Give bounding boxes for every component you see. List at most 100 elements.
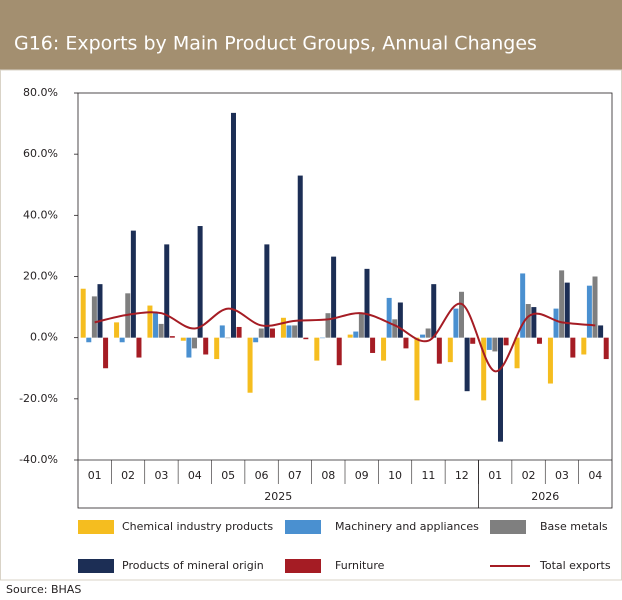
bar <box>481 337 487 401</box>
bar <box>598 325 604 338</box>
bar <box>553 308 559 338</box>
bar <box>420 334 426 338</box>
bar <box>547 337 553 384</box>
legend-swatch <box>78 520 114 534</box>
y-tick-label: 60.0% <box>23 147 58 160</box>
bar <box>80 288 86 338</box>
group-label: 2025 <box>264 490 292 503</box>
x-tick-label: 01 <box>488 469 502 482</box>
bar <box>203 337 209 355</box>
bar <box>214 337 220 360</box>
bar <box>269 328 275 338</box>
bar <box>492 337 498 352</box>
x-tick-label: 12 <box>455 469 469 482</box>
bar <box>280 317 286 338</box>
bar <box>470 337 476 344</box>
bar <box>353 331 359 338</box>
x-tick-label: 02 <box>522 469 536 482</box>
x-tick-label: 05 <box>221 469 235 482</box>
x-tick-label: 07 <box>288 469 302 482</box>
bar <box>186 337 192 358</box>
bar <box>303 337 309 340</box>
x-tick-label: 03 <box>555 469 569 482</box>
bar <box>325 313 331 338</box>
legend-label: Machinery and appliances <box>335 520 479 533</box>
bar <box>114 322 120 338</box>
bar <box>459 291 465 338</box>
legend-swatch <box>490 520 526 534</box>
bar <box>564 282 570 338</box>
bar <box>486 337 492 350</box>
bar <box>97 284 103 338</box>
y-tick-label: 20.0% <box>23 270 58 283</box>
header-band <box>0 0 622 70</box>
bar <box>169 336 175 338</box>
bar <box>286 325 292 338</box>
bar <box>364 268 370 338</box>
bar <box>347 334 353 338</box>
bar <box>503 337 509 346</box>
group-label: 2026 <box>531 490 559 503</box>
bar <box>581 337 587 355</box>
bar <box>158 323 164 338</box>
legend-label: Products of mineral origin <box>122 559 264 572</box>
plot-frame <box>77 92 613 509</box>
bar <box>91 296 97 338</box>
bar <box>192 337 198 349</box>
bar <box>386 297 392 338</box>
bar <box>219 325 225 338</box>
bar <box>592 276 598 338</box>
bar <box>603 337 609 360</box>
bar <box>314 337 320 361</box>
x-tick-label: 01 <box>88 469 102 482</box>
bar <box>381 337 387 361</box>
legend-label: Chemical industry products <box>122 520 273 533</box>
bar <box>119 337 125 343</box>
bar <box>531 307 537 338</box>
x-tick-label: 11 <box>421 469 435 482</box>
y-tick-label: -20.0% <box>19 392 58 405</box>
bar <box>264 244 270 338</box>
legend-swatch <box>285 520 321 534</box>
x-tick-label: 04 <box>588 469 602 482</box>
bar <box>103 337 109 369</box>
bar <box>331 256 337 338</box>
y-tick-label: 0.0% <box>30 331 58 344</box>
x-tick-label: 09 <box>355 469 369 482</box>
bar <box>397 302 403 338</box>
source: Source: BHAS <box>6 583 81 596</box>
bar <box>586 285 592 338</box>
y-tick-label: 80.0% <box>23 86 58 99</box>
bar <box>403 337 409 349</box>
bar <box>559 270 565 338</box>
bar <box>425 328 431 338</box>
bar <box>180 337 186 341</box>
bar <box>464 337 470 392</box>
legend-swatch <box>285 559 321 573</box>
bar <box>431 284 437 338</box>
bar <box>136 337 142 358</box>
bar <box>520 273 526 338</box>
bar <box>230 112 236 338</box>
x-tick-label: 10 <box>388 469 402 482</box>
bar <box>86 337 92 343</box>
chart-title: G16: Exports by Main Product Groups, Ann… <box>14 33 537 55</box>
bar <box>392 319 398 338</box>
legend-label: Base metals <box>540 520 608 533</box>
y-tick-label: -40.0% <box>19 453 58 466</box>
legend-swatch <box>78 559 114 573</box>
bar <box>164 244 170 338</box>
bar <box>414 337 420 401</box>
bar <box>130 230 136 338</box>
bar <box>297 175 303 338</box>
bar <box>247 337 253 393</box>
bar <box>292 325 298 338</box>
bar <box>436 337 442 364</box>
bar <box>570 337 576 358</box>
bar <box>225 337 231 339</box>
line <box>94 302 596 373</box>
bar <box>536 337 542 344</box>
bar <box>453 308 459 338</box>
legend-label: Total exports <box>539 559 611 572</box>
